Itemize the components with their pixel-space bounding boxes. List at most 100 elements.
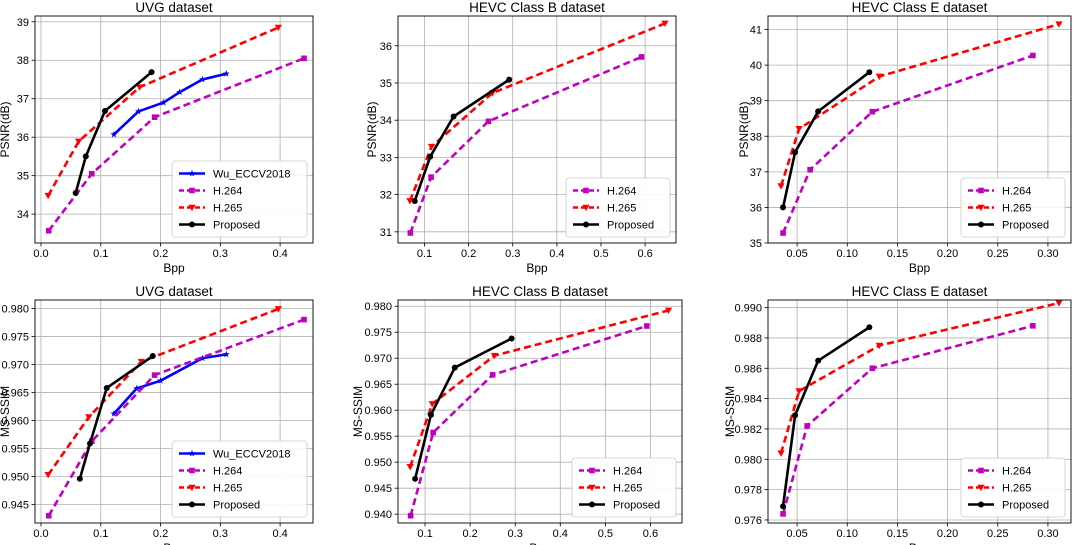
y-tick-label: 0.965 [1,387,29,399]
data-point [1030,52,1036,59]
data-point [508,335,515,342]
y-tick-label: 0.965 [364,379,392,391]
legend-swatch-marker [977,484,985,492]
x-tick-label: 0.10 [837,528,858,540]
data-point [792,412,799,419]
legend-entry: H.264 [613,466,642,478]
legend-entry: Proposed [607,220,654,232]
data-point [222,350,230,358]
legend-entry: H.265 [613,483,642,495]
series-line-proposed [413,337,513,480]
y-tick-label: 41 [750,25,762,37]
y-tick-label: 0.970 [364,353,392,365]
y-tick-label: 39 [750,96,762,108]
x-tick-label: 0.1 [93,528,108,540]
chart-panel-5: 0.1 0.2 0.3 0.4 0.5 0.6 0.940 0.945 0.950 0.955 0.… [351,284,683,545]
plot-frame [34,15,314,244]
x-axis-label: Bpp [163,541,185,545]
series-layer [44,306,307,519]
data-point [412,475,419,482]
x-tick-label: 0.30 [1037,248,1058,260]
data-point [664,307,673,314]
chart-panel-2: 0.1 0.2 0.3 0.4 0.5 0.6 31 32 33 34 35 36 HEVC Class… [365,0,677,275]
series-line-h-264 [409,324,648,517]
series-line-h-264 [47,57,305,232]
y-tick-label: 38 [17,55,29,67]
data-point [44,472,52,479]
y-tick-label: 37 [750,167,762,179]
x-tick-label: 0.1 [417,248,432,260]
chart-title: HEVC Class B dataset [469,0,605,15]
y-axis-label: MS-SSIM [723,386,737,437]
legend-swatch-marker [589,467,595,474]
y-tick-label: 37 [17,94,29,106]
x-tick-label: 0.5 [598,528,613,540]
x-tick-label: 0.5 [593,248,608,260]
data-point [301,55,307,62]
x-tick-label: 0.10 [837,248,858,260]
legend-entry: Proposed [213,500,260,512]
series-line-h-265 [408,22,666,202]
plot-frame [767,15,1072,244]
legend-swatch-marker [978,187,984,194]
data-point [110,130,118,138]
data-point [489,372,496,378]
series-line-h-264 [781,324,1034,515]
x-tick-label: 0.4 [553,528,568,540]
series-layer [44,24,307,234]
y-tick-label: 35 [750,238,762,250]
legend-entry: Wu_ECCV2018 [213,449,290,461]
legend-swatch-marker [188,169,196,177]
y-tick-label: 0.950 [1,471,29,483]
legend-swatch-marker [582,204,590,212]
data-point [135,107,142,115]
data-point [101,108,108,115]
y-tick-label: 39 [17,17,29,29]
data-point [795,125,803,133]
data-point [151,114,158,120]
x-tick-label: 0.6 [637,248,652,260]
y-tick-label: 0.945 [364,483,392,495]
legend-swatch-marker [978,221,984,228]
legend-entry: H.264 [1002,186,1031,198]
legend-box [171,440,308,518]
data-point [807,166,813,173]
y-tick-label: 0.975 [364,327,392,339]
legend-entry: H.264 [1002,466,1031,478]
y-tick-label: 35 [380,78,392,90]
data-point [110,410,118,417]
data-point [869,108,876,115]
data-point [866,69,873,76]
data-point [411,197,418,204]
data-point [1055,300,1063,307]
data-point [407,230,414,236]
y-tick-label: 0.960 [364,405,392,417]
data-point [638,54,645,60]
x-tick-label: 0.2 [153,528,168,540]
legend: H.264 H.265 Proposed [960,177,1066,238]
data-point [506,76,513,83]
y-tick-label: 32 [380,190,392,202]
y-axis-label: PSNR(dB) [0,101,12,157]
y-tick-label: 0.980 [364,301,392,313]
data-point [780,511,786,517]
y-axis-label: PSNR(dB) [365,101,379,157]
legend-swatch-marker [189,501,195,508]
y-tick-label: 0.955 [364,431,392,443]
data-point [151,372,158,378]
data-point [428,174,434,180]
data-point [795,388,803,395]
legend-entry: H.264 [213,186,242,198]
data-point [1030,322,1036,329]
data-point [866,324,873,331]
x-axis-label: Bpp [163,261,185,275]
data-point [72,189,79,196]
y-tick-label: 0.955 [1,443,29,455]
series-layer [777,21,1063,236]
legend-swatch-marker [189,467,195,474]
data-point [875,73,883,81]
x-tick-label: 0.6 [643,528,658,540]
chart-panel-4: 0.0 0.1 0.2 0.3 0.4 0.945 0.950 0.955 0.960 0.965… [0,284,314,545]
data-point [103,384,110,391]
